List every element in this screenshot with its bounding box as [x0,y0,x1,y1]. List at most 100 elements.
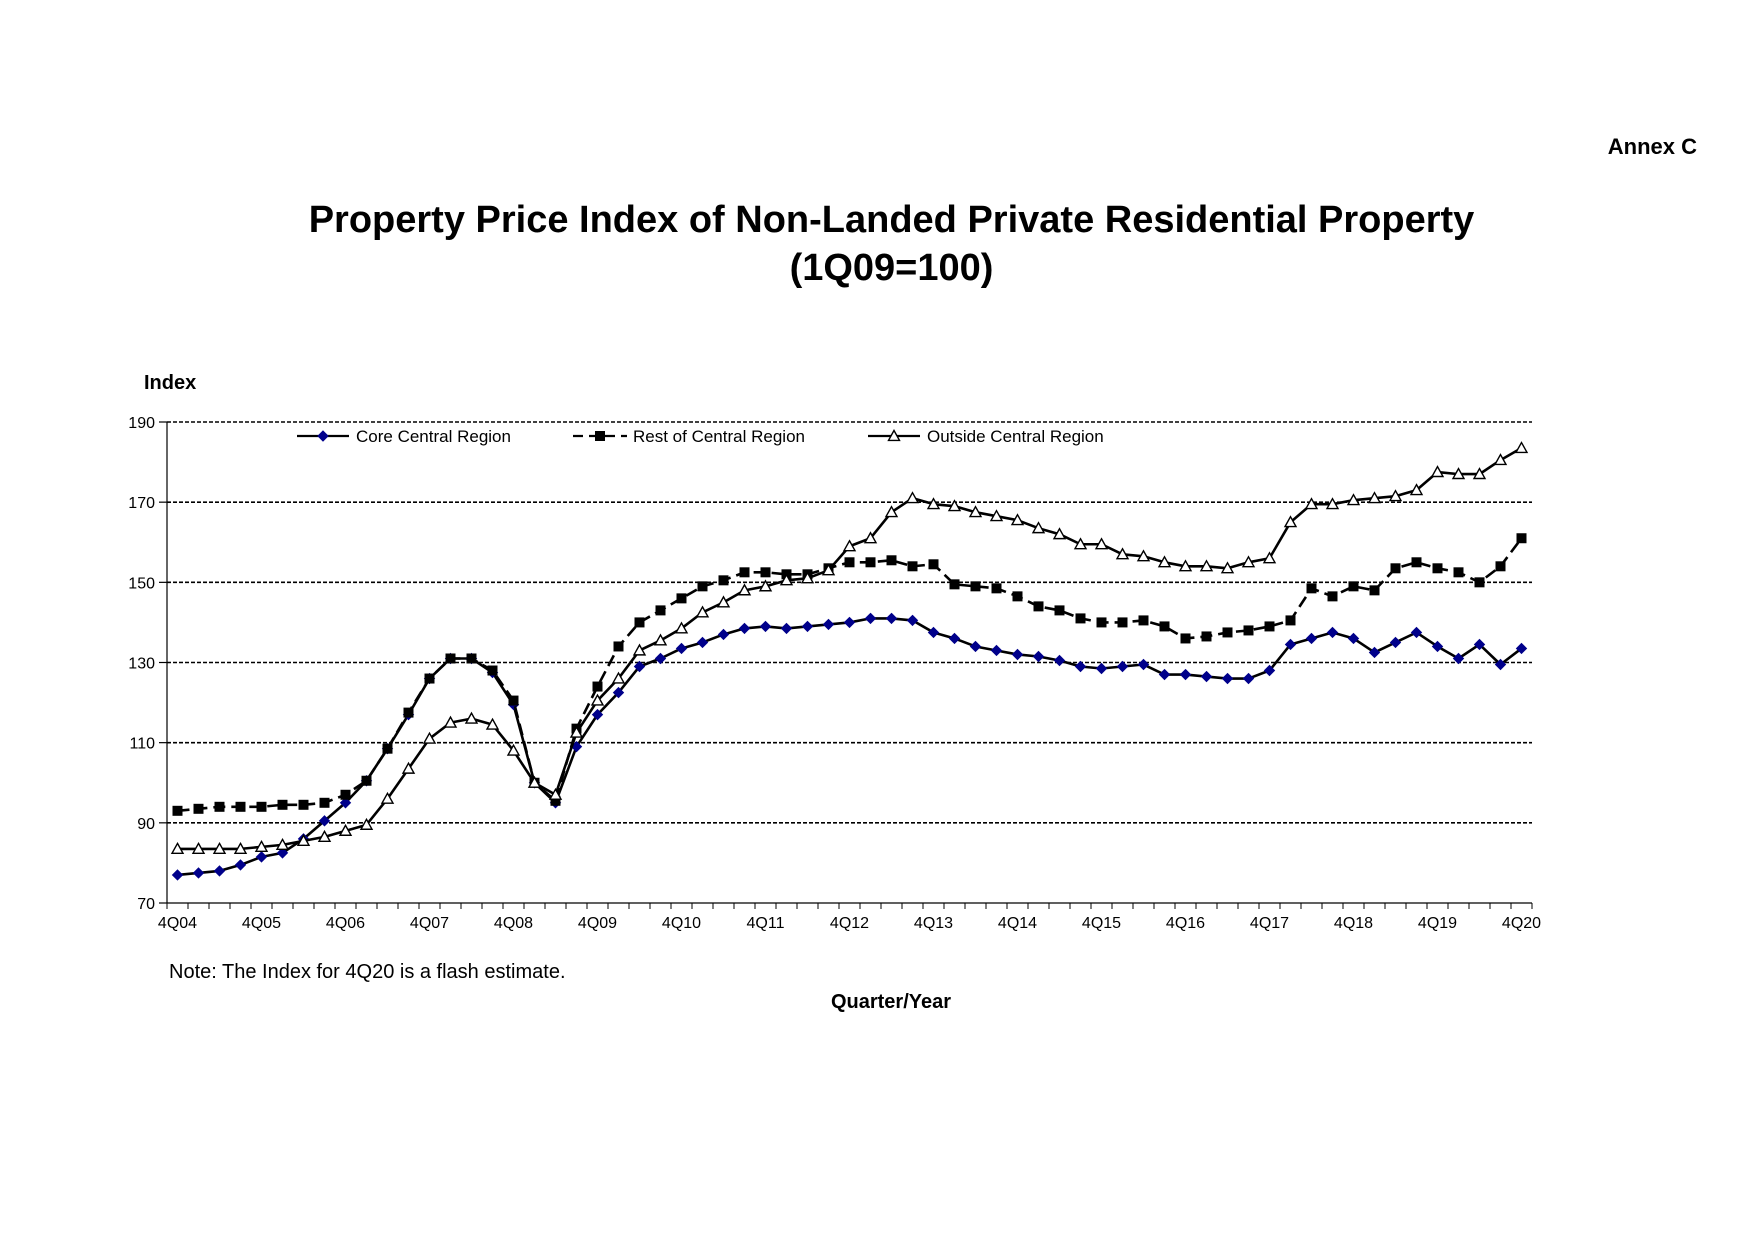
data-point [380,791,395,804]
data-point [612,686,625,699]
data-point [1514,441,1529,454]
data-point [1304,497,1319,510]
data-point [1031,521,1046,534]
data-point [865,557,876,568]
data-point [1012,591,1023,602]
data-point [1095,662,1108,675]
x-tick-label: 4Q12 [830,915,869,932]
data-point [1474,577,1485,588]
data-point [298,799,309,810]
data-point [653,633,668,646]
data-point [842,539,857,552]
data-point [1180,633,1191,644]
data-point [527,775,542,788]
data-point [235,801,246,812]
data-point [550,795,561,806]
data-point [359,817,374,830]
data-point [1157,555,1172,568]
data-point [695,605,710,618]
data-point [739,567,750,578]
data-point [191,841,206,854]
data-point [1052,527,1067,540]
data-point [1430,465,1445,478]
series-rest-of-central-region [172,533,1527,816]
data-point [737,583,752,596]
legend-item: Rest of Central Region [573,427,805,446]
x-tick-label: 4Q09 [578,915,617,932]
y-tick-label: 170 [128,495,155,512]
data-point [758,579,773,592]
x-tick-label: 4Q20 [1502,915,1541,932]
data-point [1306,583,1317,594]
data-point [1495,561,1506,572]
data-point [1409,483,1424,496]
data-point [886,555,897,566]
data-point [1388,489,1403,502]
data-point [1411,557,1422,568]
data-point [970,581,981,592]
data-point [674,621,689,634]
data-point [192,867,205,879]
legend-swatch-marker [595,431,605,441]
grid-lines [167,421,1532,824]
data-point [634,617,645,628]
data-point [1220,561,1235,574]
data-point [926,497,941,510]
data-point [1348,581,1359,592]
data-point [1117,617,1128,628]
data-point [800,571,815,584]
data-point [780,622,793,635]
data-point [611,671,626,684]
data-point [863,531,878,544]
data-point [445,653,456,664]
data-point [864,612,877,625]
data-point [256,801,267,812]
series-outside-central-region [170,441,1529,854]
series-core-central-region [171,612,1528,881]
data-point [485,717,500,730]
x-tick-label: 4Q17 [1250,915,1289,932]
data-point [697,581,708,592]
y-tick-label: 130 [128,656,155,673]
data-point [1137,658,1150,671]
data-point [1432,563,1443,574]
data-point [277,799,288,810]
data-point [1074,660,1087,673]
data-point [696,636,709,649]
data-point [968,505,983,518]
x-tick-label: 4Q14 [998,915,1037,932]
y-tick-label: 190 [128,415,155,432]
data-point [1473,638,1486,651]
x-tick-label: 4Q19 [1418,915,1457,932]
data-point [1390,563,1401,574]
x-tick-label: 4Q08 [494,915,533,932]
data-point [1369,585,1380,596]
data-point [1136,549,1151,562]
data-point [969,640,982,653]
data-point [234,859,247,871]
data-point [738,622,751,635]
data-point [464,711,479,724]
data-point [466,653,477,664]
data-point [801,620,814,633]
data-point [928,559,939,570]
data-point [884,505,899,518]
data-point [1179,668,1192,681]
data-point [759,620,772,633]
data-point [718,575,729,586]
data-point [907,561,918,572]
data-point [1053,654,1066,667]
annex-label: Annex C [1607,134,1697,159]
data-point [1305,632,1318,645]
data-point [1158,668,1171,681]
x-tick-label: 4Q07 [410,915,449,932]
data-point [1283,515,1298,528]
data-point [443,715,458,728]
data-point [655,605,666,616]
data-point [592,681,603,692]
x-tick-label: 4Q15 [1082,915,1121,932]
data-point [170,841,185,854]
x-tick-label: 4Q10 [662,915,701,932]
data-point [233,841,248,854]
data-point [487,665,498,676]
